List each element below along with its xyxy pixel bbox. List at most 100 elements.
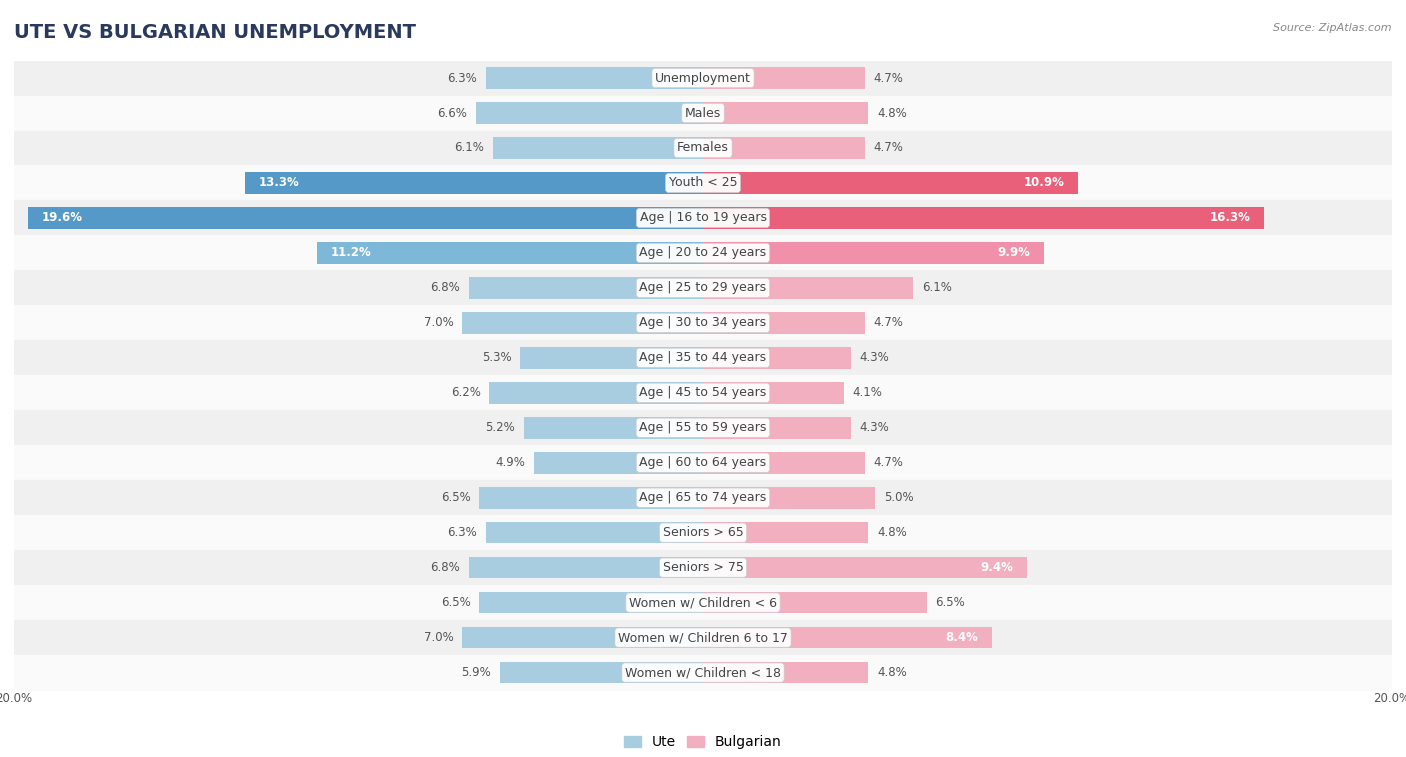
Bar	[14, 201, 1392, 235]
Bar	[245, 172, 703, 194]
Bar	[14, 410, 1392, 445]
Bar	[468, 557, 703, 578]
Text: 4.8%: 4.8%	[877, 526, 907, 539]
Bar	[703, 382, 844, 403]
Bar	[703, 452, 865, 474]
Bar	[14, 620, 1392, 655]
Bar	[461, 312, 703, 334]
Text: 9.4%: 9.4%	[980, 561, 1012, 574]
Bar	[14, 550, 1392, 585]
Bar	[486, 67, 703, 89]
Text: UTE VS BULGARIAN UNEMPLOYMENT: UTE VS BULGARIAN UNEMPLOYMENT	[14, 23, 416, 42]
Text: 11.2%: 11.2%	[330, 246, 371, 260]
Bar	[14, 375, 1392, 410]
Text: 6.5%: 6.5%	[440, 596, 471, 609]
Text: 4.3%: 4.3%	[859, 421, 890, 435]
Bar	[468, 277, 703, 299]
Bar	[14, 235, 1392, 270]
Text: 6.3%: 6.3%	[447, 526, 478, 539]
Bar	[703, 417, 851, 438]
Text: 8.4%: 8.4%	[946, 631, 979, 644]
Text: 19.6%: 19.6%	[42, 211, 83, 224]
Text: 6.5%: 6.5%	[440, 491, 471, 504]
Text: 13.3%: 13.3%	[259, 176, 299, 189]
Text: 4.7%: 4.7%	[873, 72, 904, 85]
Text: Source: ZipAtlas.com: Source: ZipAtlas.com	[1274, 23, 1392, 33]
Text: 6.1%: 6.1%	[454, 142, 484, 154]
Text: 20.0%: 20.0%	[0, 692, 32, 706]
Text: 5.0%: 5.0%	[884, 491, 914, 504]
Bar	[475, 102, 703, 124]
Text: Age | 35 to 44 years: Age | 35 to 44 years	[640, 351, 766, 364]
Text: 10.9%: 10.9%	[1024, 176, 1064, 189]
Text: 6.2%: 6.2%	[451, 386, 481, 399]
Text: 16.3%: 16.3%	[1209, 211, 1251, 224]
Text: Unemployment: Unemployment	[655, 72, 751, 85]
Bar	[14, 61, 1392, 95]
Bar	[461, 627, 703, 649]
Text: 5.3%: 5.3%	[482, 351, 512, 364]
Text: 20.0%: 20.0%	[1374, 692, 1406, 706]
Text: Age | 16 to 19 years: Age | 16 to 19 years	[640, 211, 766, 224]
Text: 6.5%: 6.5%	[935, 596, 966, 609]
Bar	[28, 207, 703, 229]
Bar	[703, 67, 865, 89]
Text: Seniors > 75: Seniors > 75	[662, 561, 744, 574]
Text: Women w/ Children < 18: Women w/ Children < 18	[626, 666, 780, 679]
Text: 6.1%: 6.1%	[922, 282, 952, 294]
Text: Females: Females	[678, 142, 728, 154]
Bar	[703, 662, 869, 684]
Text: 4.8%: 4.8%	[877, 107, 907, 120]
Text: 9.9%: 9.9%	[997, 246, 1031, 260]
Bar	[499, 662, 703, 684]
Text: Age | 30 to 34 years: Age | 30 to 34 years	[640, 316, 766, 329]
Bar	[14, 166, 1392, 201]
Text: 6.3%: 6.3%	[447, 72, 478, 85]
Bar	[14, 516, 1392, 550]
Bar	[14, 341, 1392, 375]
Text: Seniors > 65: Seniors > 65	[662, 526, 744, 539]
Bar	[703, 277, 912, 299]
Bar	[486, 522, 703, 544]
Bar	[703, 312, 865, 334]
Text: Youth < 25: Youth < 25	[669, 176, 737, 189]
Text: Age | 45 to 54 years: Age | 45 to 54 years	[640, 386, 766, 399]
Text: Age | 60 to 64 years: Age | 60 to 64 years	[640, 456, 766, 469]
Bar	[520, 347, 703, 369]
Text: 4.7%: 4.7%	[873, 456, 904, 469]
Bar	[14, 130, 1392, 166]
Bar	[14, 480, 1392, 516]
Bar	[14, 95, 1392, 130]
Bar	[703, 522, 869, 544]
Text: 7.0%: 7.0%	[423, 316, 453, 329]
Text: 4.1%: 4.1%	[853, 386, 883, 399]
Bar	[534, 452, 703, 474]
Bar	[14, 445, 1392, 480]
Text: 5.2%: 5.2%	[485, 421, 515, 435]
Bar	[703, 592, 927, 613]
Text: 7.0%: 7.0%	[423, 631, 453, 644]
Text: 4.7%: 4.7%	[873, 316, 904, 329]
Text: Women w/ Children < 6: Women w/ Children < 6	[628, 596, 778, 609]
Text: Age | 25 to 29 years: Age | 25 to 29 years	[640, 282, 766, 294]
Text: 4.7%: 4.7%	[873, 142, 904, 154]
Bar	[703, 557, 1026, 578]
Text: Age | 65 to 74 years: Age | 65 to 74 years	[640, 491, 766, 504]
Bar	[479, 487, 703, 509]
Bar	[14, 585, 1392, 620]
Bar	[524, 417, 703, 438]
Text: Age | 20 to 24 years: Age | 20 to 24 years	[640, 246, 766, 260]
Bar	[14, 305, 1392, 341]
Bar	[703, 242, 1045, 263]
Bar	[703, 487, 875, 509]
Text: 6.8%: 6.8%	[430, 561, 460, 574]
Bar	[479, 592, 703, 613]
Bar	[703, 172, 1078, 194]
Text: 5.9%: 5.9%	[461, 666, 491, 679]
Legend: Ute, Bulgarian: Ute, Bulgarian	[619, 730, 787, 755]
Bar	[703, 347, 851, 369]
Bar	[494, 137, 703, 159]
Text: 4.3%: 4.3%	[859, 351, 890, 364]
Text: 4.8%: 4.8%	[877, 666, 907, 679]
Text: 4.9%: 4.9%	[496, 456, 526, 469]
